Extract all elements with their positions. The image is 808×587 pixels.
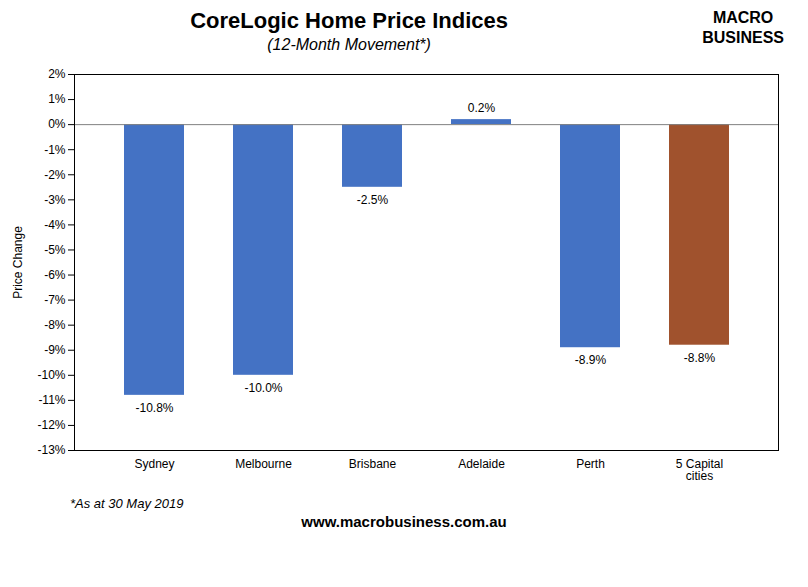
svg-text:-9%: -9%	[44, 343, 66, 357]
svg-text:1%: 1%	[48, 92, 66, 106]
svg-text:-8.9%: -8.9%	[575, 353, 607, 367]
svg-text:Price Change: Price Change	[11, 226, 25, 299]
svg-text:0%: 0%	[48, 117, 66, 131]
svg-text:Sydney: Sydney	[134, 457, 174, 471]
svg-text:-13%: -13%	[37, 443, 65, 457]
svg-text:-3%: -3%	[44, 193, 66, 207]
svg-text:Adelaide: Adelaide	[458, 457, 505, 471]
svg-text:-4%: -4%	[44, 218, 66, 232]
html-text:www.macrobusiness.com.au: www.macrobusiness.com.au	[301, 513, 507, 530]
svg-text:-2.5%: -2.5%	[357, 193, 389, 207]
svg-text:-10%: -10%	[37, 368, 65, 382]
html-text:BUSINESS: BUSINESS	[702, 29, 784, 46]
svg-text:-5%: -5%	[44, 243, 66, 257]
svg-text:0.2%: 0.2%	[468, 101, 496, 115]
html-text:*As at 30 May 2019: *As at 30 May 2019	[70, 496, 184, 511]
svg-text:Melbourne: Melbourne	[235, 457, 292, 471]
svg-text:-1%: -1%	[44, 143, 66, 157]
svg-text:-10.8%: -10.8%	[135, 401, 173, 415]
svg-text:Brisbane: Brisbane	[349, 457, 397, 471]
html-text:(12-Month Movement*): (12-Month Movement*)	[267, 36, 431, 53]
svg-text:Perth: Perth	[576, 457, 605, 471]
svg-text:2%: 2%	[48, 67, 66, 81]
svg-text:-10.0%: -10.0%	[244, 381, 282, 395]
html-text:CoreLogic Home Price Indices: CoreLogic Home Price Indices	[190, 8, 508, 33]
svg-text:-12%: -12%	[37, 418, 65, 432]
svg-text:-2%: -2%	[44, 168, 66, 182]
svg-text:5 Capitalcities: 5 Capitalcities	[676, 457, 723, 483]
svg-text:-11%: -11%	[38, 393, 65, 407]
svg-text:-7%: -7%	[44, 293, 66, 307]
html-text:MACRO: MACRO	[712, 9, 774, 26]
svg-text:-8%: -8%	[44, 318, 66, 332]
svg-text:-8.8%: -8.8%	[684, 351, 716, 365]
svg-text:-6%: -6%	[44, 268, 66, 282]
